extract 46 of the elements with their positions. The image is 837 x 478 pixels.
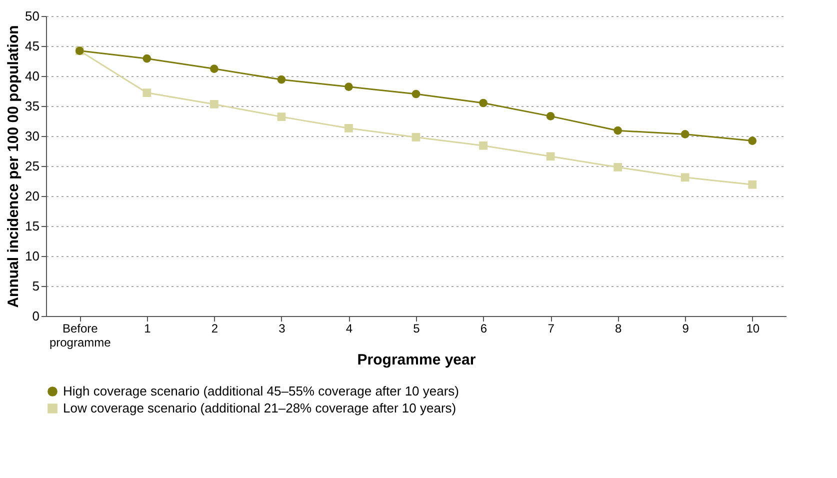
- point: [412, 133, 420, 142]
- y-tick-label: 20: [25, 188, 40, 204]
- point: [680, 130, 690, 138]
- x-tick-label: 9: [682, 322, 690, 336]
- x-tick-label: 5: [413, 322, 420, 336]
- y-tick-label: 35: [25, 98, 40, 114]
- x-tick-label: 6: [480, 322, 488, 336]
- point: [479, 98, 488, 108]
- point: [748, 136, 757, 145]
- point: [277, 75, 286, 84]
- point: [277, 112, 286, 121]
- point: [748, 180, 757, 189]
- x-tick-label: 1: [144, 322, 152, 336]
- point: [546, 112, 555, 120]
- y-tick-label: 0: [32, 308, 40, 324]
- point: [210, 100, 218, 108]
- x-tick-label: 4: [346, 322, 353, 336]
- point: [344, 82, 353, 91]
- y-axis-title: Annual incidence per 100 00 population: [5, 25, 22, 308]
- y-tick-label: 25: [25, 158, 40, 174]
- point: [614, 163, 622, 172]
- x-tick-label: 7: [548, 322, 555, 336]
- y-tick-label: 50: [25, 8, 40, 24]
- point: [142, 88, 152, 97]
- point: [344, 124, 353, 132]
- point: [412, 90, 420, 98]
- x-tick-label: 3: [278, 322, 286, 336]
- point: [614, 126, 622, 135]
- x-tick-label: 8: [614, 322, 622, 336]
- x-tick-label: 2: [211, 322, 218, 336]
- point: [479, 141, 488, 150]
- y-tick-label: 15: [25, 218, 40, 234]
- legend-label: Low coverage scenario (additional 21–28% coverage after 10 years): [63, 400, 456, 416]
- point: [546, 152, 555, 161]
- y-tick-label: 40: [25, 68, 40, 84]
- x-axis-title: Programme year: [357, 352, 476, 368]
- legend-label: High coverage scenario (additional 45–55% coverage after 10 years): [63, 384, 460, 398]
- point: [680, 173, 690, 182]
- point: [210, 64, 218, 73]
- y-tick-label: 10: [25, 248, 40, 264]
- x-tick-label: 10: [746, 322, 760, 336]
- point: [142, 54, 152, 63]
- x-tick-label: Before programme: [49, 322, 112, 350]
- y-tick-label: 30: [25, 128, 40, 144]
- y-tick-label: 45: [25, 38, 40, 54]
- y-tick-label: 5: [32, 278, 40, 294]
